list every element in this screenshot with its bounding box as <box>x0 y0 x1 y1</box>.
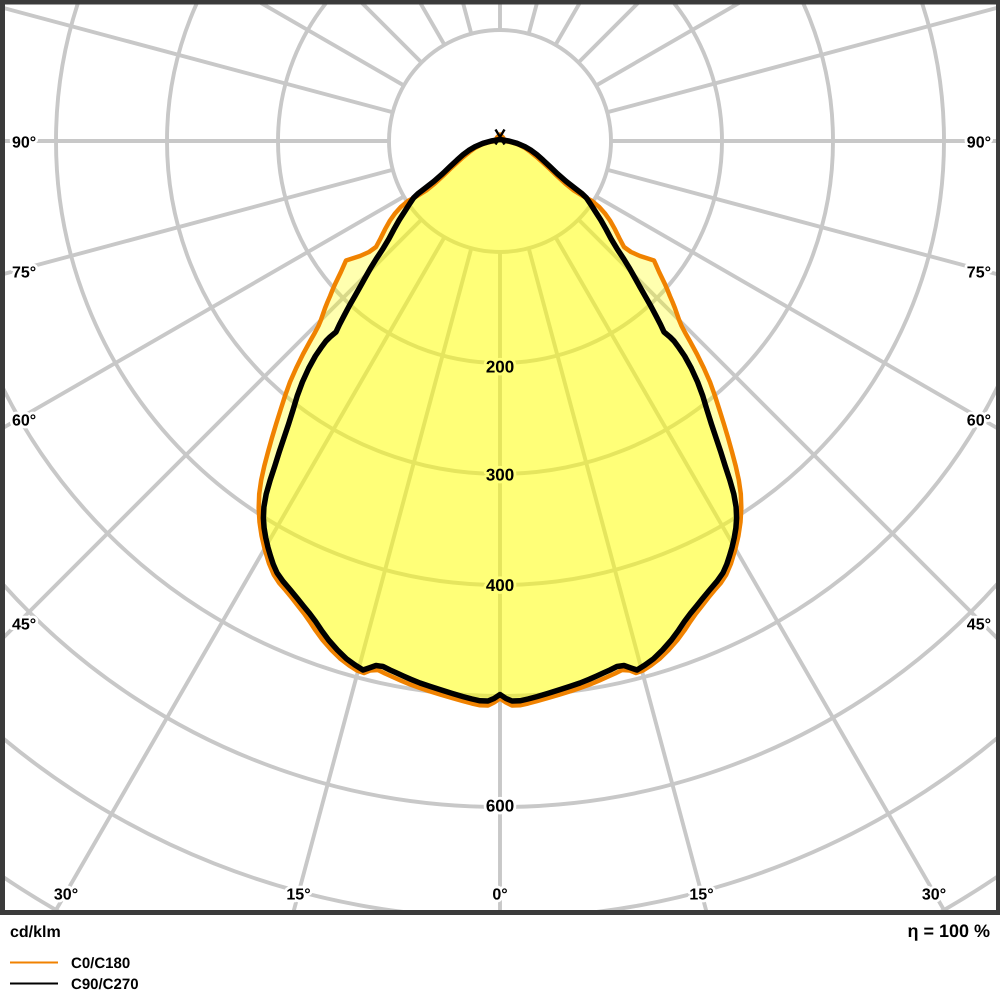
svg-text:60°: 60° <box>967 413 991 430</box>
svg-text:45°: 45° <box>12 617 36 634</box>
svg-text:300: 300 <box>486 465 514 484</box>
svg-text:75°: 75° <box>12 265 36 282</box>
svg-text:600: 600 <box>486 796 514 815</box>
svg-text:η = 100 %: η = 100 % <box>907 921 990 941</box>
svg-text:200: 200 <box>486 357 514 376</box>
svg-text:45°: 45° <box>967 617 991 634</box>
svg-text:90°: 90° <box>967 135 991 152</box>
svg-text:30°: 30° <box>922 887 946 904</box>
svg-text:400: 400 <box>486 576 514 595</box>
svg-text:C0/C180: C0/C180 <box>71 955 130 972</box>
svg-text:90°: 90° <box>12 135 36 152</box>
svg-text:30°: 30° <box>54 887 78 904</box>
svg-text:15°: 15° <box>286 887 310 904</box>
svg-text:0°: 0° <box>492 887 507 904</box>
svg-text:cd/klm: cd/klm <box>10 924 61 941</box>
svg-text:60°: 60° <box>12 413 36 430</box>
svg-text:75°: 75° <box>967 265 991 282</box>
svg-text:C90/C270: C90/C270 <box>71 976 139 993</box>
svg-text:15°: 15° <box>689 887 713 904</box>
